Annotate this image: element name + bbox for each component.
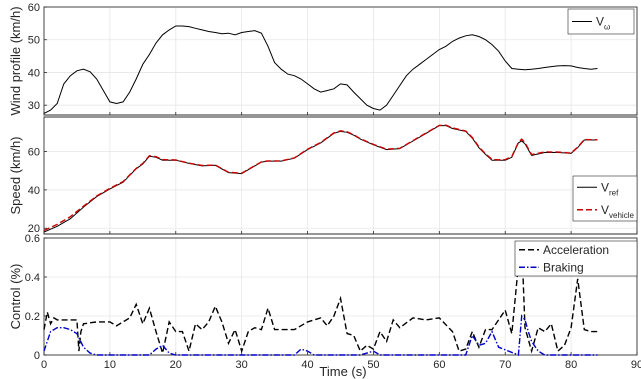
legend: Vω xyxy=(567,8,635,35)
legend-entry-subscript: ref xyxy=(609,188,619,197)
legend-entry: Acceleration xyxy=(543,243,609,257)
legend-entry-subscript: vehicle xyxy=(609,211,634,220)
series-line-braking xyxy=(43,314,598,356)
y-tick-label: 0 xyxy=(34,350,40,362)
y-tick-label: 0.2 xyxy=(25,311,40,323)
x-tick-label: 30 xyxy=(236,359,248,371)
legend-entry: Braking xyxy=(543,260,584,274)
x-tick-label: 50 xyxy=(367,359,379,371)
panel-1: 30 40 50 60 Wind profile (km/h) Vω xyxy=(8,2,638,116)
series-line-v- xyxy=(43,25,598,114)
y-tick-label: 60 xyxy=(28,2,40,14)
x-tick-label: 20 xyxy=(170,359,182,371)
y-tick-label: 0.4 xyxy=(25,272,40,284)
y-tick-label: 0.6 xyxy=(25,233,40,245)
plot-frame xyxy=(43,116,638,235)
y-tick-label: 40 xyxy=(28,67,40,79)
x-tick-label: 90 xyxy=(631,359,641,371)
y-tick-label: 30 xyxy=(28,100,40,112)
series-line-acceleration xyxy=(43,241,598,356)
y-axis-label: Speed (km/h) xyxy=(8,136,23,214)
legend-box xyxy=(514,240,638,277)
y-axis-label: Control (%) xyxy=(8,264,23,330)
legend-box xyxy=(572,175,638,222)
x-axis-label: Time (s) xyxy=(319,364,366,379)
y-axis-label: Wind profile (km/h) xyxy=(8,6,23,115)
y-tick-label: 50 xyxy=(28,35,40,47)
x-tick-label: 60 xyxy=(433,359,445,371)
x-tick-label: 70 xyxy=(499,359,511,371)
legend-entry-subscript: ω xyxy=(604,23,610,32)
x-tick-label: 10 xyxy=(104,359,116,371)
x-tick-label: 40 xyxy=(301,359,313,371)
panel-3: 0 10 20 30 40 50 60 70 80 90 0 0.2 0.4 0.6 Control (%)… xyxy=(8,233,641,379)
plot-frame xyxy=(43,6,638,116)
plot-border xyxy=(43,116,638,235)
y-tick-label: 60 xyxy=(28,147,40,159)
x-tick-label: 80 xyxy=(565,359,577,371)
y-tick-label: 20 xyxy=(28,223,40,235)
x-tick-label: 0 xyxy=(41,359,47,371)
y-tick-label: 40 xyxy=(28,185,40,197)
legend: Acceleration Braking xyxy=(514,240,638,277)
plot-border xyxy=(43,6,638,116)
series-line-v-vehicle xyxy=(43,124,598,232)
